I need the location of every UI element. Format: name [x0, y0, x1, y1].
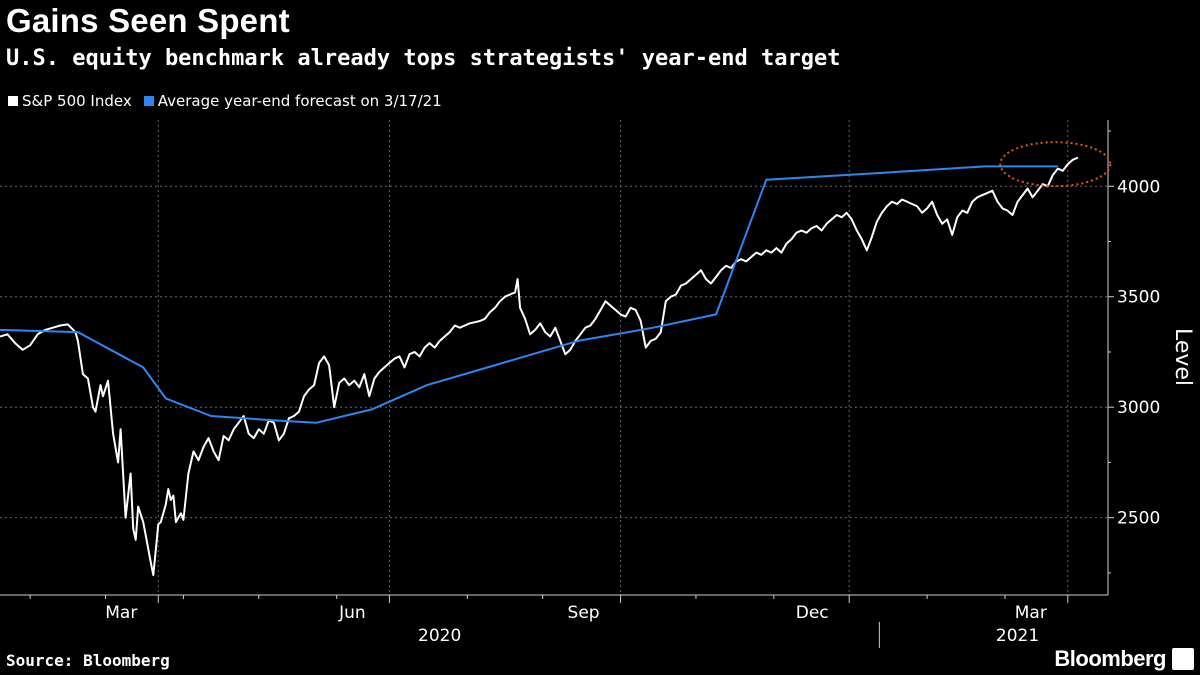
series-line-forecast [0, 165, 1058, 424]
x-tick-label: Dec [796, 603, 829, 623]
y-axis-title: Level [1170, 328, 1195, 386]
legend-label-forecast: Average year-end forecast on 3/17/21 [157, 92, 442, 110]
legend-item-sp500: S&P 500 Index [8, 92, 132, 110]
legend-swatch-forecast [143, 96, 154, 106]
legend: S&P 500 Index Average year-end forecast … [8, 92, 442, 110]
bloomberg-terminal-icon [1172, 648, 1194, 670]
x-tick-label: Mar [1015, 603, 1047, 623]
year-label: 2020 [418, 626, 461, 646]
year-label: 2021 [996, 626, 1039, 646]
annotation-ellipse [999, 141, 1112, 188]
chart-title: Gains Seen Spent [6, 2, 290, 39]
chart-subtitle: U.S. equity benchmark already tops strat… [6, 46, 841, 71]
x-tick-label: Mar [105, 603, 137, 623]
y-tick-label: 3500 [1117, 288, 1160, 308]
source-note: Source: Bloomberg [6, 651, 170, 670]
y-tick-label: 4000 [1117, 177, 1160, 197]
y-tick-label: 2500 [1117, 509, 1160, 529]
bloomberg-logo: Bloomberg [1054, 646, 1166, 671]
y-tick-label: 3000 [1117, 398, 1160, 418]
legend-item-forecast: Average year-end forecast on 3/17/21 [143, 92, 442, 110]
legend-swatch-sp500 [8, 96, 18, 106]
legend-label-sp500: S&P 500 Index [22, 92, 132, 110]
x-tick-label: Jun [338, 603, 366, 623]
series-line-sp500 [0, 156, 1079, 577]
x-tick-label: Sep [568, 603, 600, 623]
